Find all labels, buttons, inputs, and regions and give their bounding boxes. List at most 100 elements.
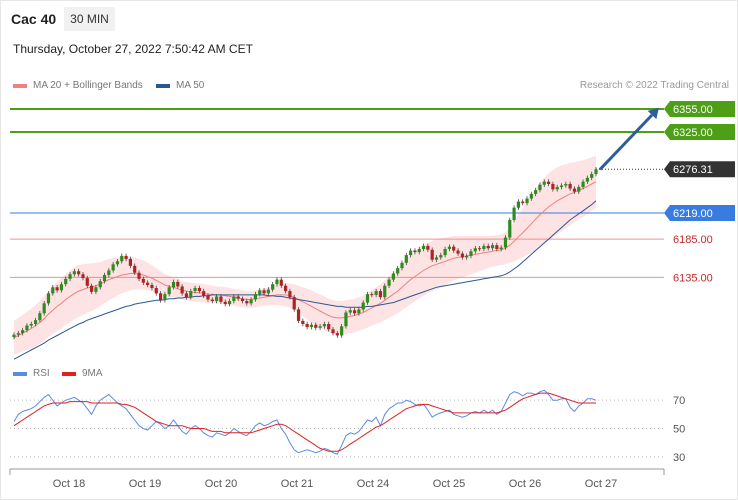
candle	[404, 255, 408, 263]
candle	[486, 245, 490, 249]
candle	[137, 272, 141, 279]
candle	[133, 265, 137, 273]
candle	[158, 293, 163, 301]
candle	[167, 287, 171, 295]
candle	[331, 329, 335, 334]
candle	[538, 184, 542, 191]
candle	[417, 249, 421, 253]
x-tick-label: Oct 26	[509, 478, 541, 490]
candle	[98, 281, 102, 288]
candle	[460, 253, 464, 258]
candle	[275, 279, 279, 285]
candle	[301, 320, 305, 324]
candle	[16, 333, 20, 335]
candle	[102, 275, 107, 282]
projection-arrow	[598, 113, 654, 171]
level-label-6185.00: 6185.00	[673, 234, 713, 246]
candle	[232, 296, 236, 302]
candle	[344, 312, 348, 327]
level-tag-6355.00	[664, 101, 735, 118]
candle	[340, 326, 344, 336]
ma20-line	[13, 181, 597, 339]
candle	[430, 249, 434, 260]
candle	[245, 301, 249, 304]
candle	[478, 248, 482, 250]
candle	[512, 207, 516, 220]
candle	[546, 181, 551, 184]
candle	[141, 278, 145, 283]
x-tick-label: Oct 20	[205, 478, 237, 490]
candle	[374, 291, 378, 295]
candle	[352, 310, 357, 314]
level-label-6135.00: 6135.00	[673, 272, 713, 284]
candle	[447, 246, 452, 250]
candle	[409, 250, 413, 256]
candle	[348, 310, 352, 313]
candle	[111, 264, 115, 271]
candle	[529, 193, 533, 199]
rsi-ma9-line	[13, 392, 596, 452]
candle	[33, 320, 38, 324]
candle	[314, 324, 318, 328]
candle	[202, 291, 206, 296]
candle	[128, 258, 132, 266]
candle	[124, 255, 128, 259]
candle	[534, 190, 538, 194]
candle	[171, 281, 176, 288]
instrument-title: Cac 40	[11, 11, 57, 27]
candle	[555, 187, 559, 190]
candle	[318, 326, 322, 328]
candle	[115, 261, 120, 265]
candle	[38, 313, 42, 321]
level-tag-6325.00	[664, 123, 735, 140]
candle	[189, 291, 193, 298]
candle	[55, 287, 59, 291]
x-tick-label: Oct 18	[53, 478, 85, 490]
candle	[396, 268, 400, 274]
candle	[426, 245, 430, 250]
candle	[305, 323, 309, 328]
candle	[443, 249, 447, 256]
timestamp: Thursday, October 27, 2022 7:50:42 AM CE…	[13, 42, 253, 56]
level-label-6276.31: 6276.31	[673, 164, 713, 176]
candle	[421, 245, 426, 250]
candle	[296, 309, 301, 321]
candle	[452, 246, 456, 251]
candle	[240, 298, 245, 302]
candle	[262, 290, 266, 294]
candle	[85, 278, 89, 286]
timeframe-selector[interactable]: 30 MIN	[64, 7, 115, 31]
candle	[42, 303, 46, 314]
candle	[292, 297, 296, 310]
ma20-label: MA 20 + Bollinger Bands	[33, 80, 143, 91]
level-tag-6276.31	[664, 161, 735, 178]
candle	[572, 188, 577, 192]
bollinger-band	[14, 155, 596, 355]
candle	[400, 262, 404, 269]
candle	[258, 290, 262, 295]
candle	[81, 274, 85, 279]
candle	[413, 250, 417, 253]
rsi-tick-label: 30	[673, 452, 685, 464]
candle	[559, 185, 564, 188]
credit-text: Research © 2022 Trading Central	[579, 80, 729, 91]
x-tick-label: Oct 27	[585, 478, 617, 490]
candle	[120, 255, 124, 262]
level-label-6355.00: 6355.00	[673, 104, 713, 116]
x-tick-label: Oct 25	[433, 478, 465, 490]
candle	[77, 271, 81, 275]
rsi-label: RSI	[33, 368, 50, 379]
candle	[223, 301, 227, 305]
legend-ma9: 9MA	[62, 368, 103, 379]
candle	[499, 247, 503, 250]
ma50-line	[13, 200, 597, 360]
candle	[46, 293, 51, 304]
candle	[503, 237, 508, 248]
candle	[64, 278, 68, 285]
candle	[249, 299, 253, 304]
level-tag-6219.00	[664, 205, 735, 222]
candle	[521, 201, 525, 204]
candle	[525, 198, 529, 204]
candle	[568, 183, 572, 189]
